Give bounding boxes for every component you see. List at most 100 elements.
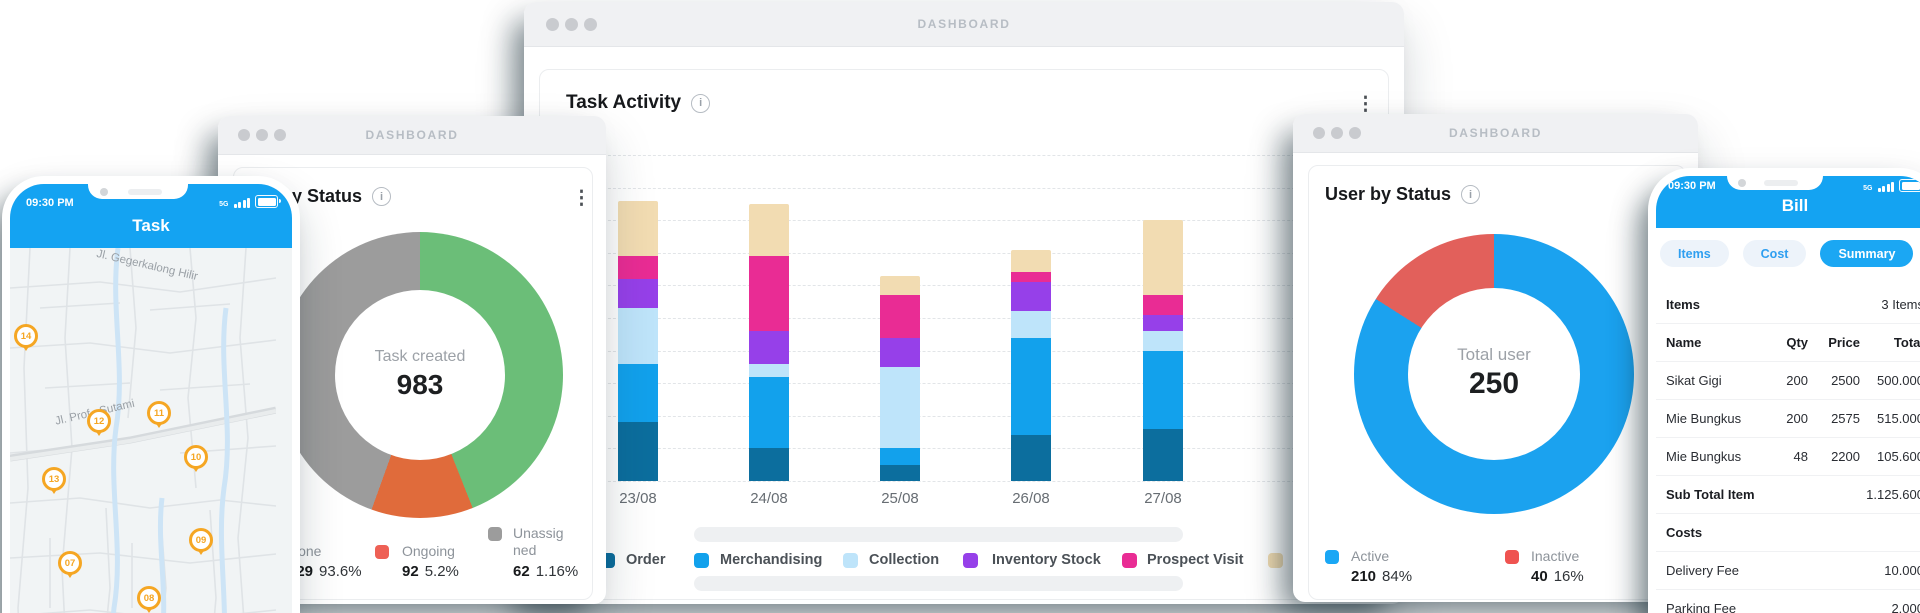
- kebab-menu-icon[interactable]: ⋮: [1356, 94, 1375, 115]
- chart-gridline: [558, 383, 1380, 385]
- legend-label[interactable]: Prospect Visit: [1147, 552, 1244, 568]
- x-axis-label: 26/08: [1012, 490, 1050, 507]
- bar-segment-order: [880, 464, 920, 481]
- fee-value: 10.000: [1884, 563, 1920, 578]
- chart-gridline: [558, 350, 1380, 352]
- fee-label: Parking Fee: [1666, 601, 1737, 613]
- item-row: Mie Bungkus 48 2200 105.600: [1656, 438, 1920, 476]
- bar-segment-other: [618, 200, 658, 257]
- battery-icon: [255, 195, 281, 208]
- bar-segment-other: [880, 275, 920, 296]
- info-icon[interactable]: i: [691, 93, 711, 113]
- map-marker-13[interactable]: 13: [42, 467, 66, 494]
- fee-value: 2.000: [1891, 601, 1920, 613]
- chart-gridline: [558, 252, 1380, 254]
- speaker-icon: [1764, 180, 1798, 186]
- map-marker-09[interactable]: 09: [189, 528, 213, 555]
- camera-icon: [100, 188, 108, 196]
- bar-segment-collection: [1143, 331, 1183, 351]
- col-name: Name: [1666, 335, 1702, 350]
- legend-swatch-prospect-visit: [1122, 553, 1137, 568]
- info-icon[interactable]: i: [1461, 185, 1481, 204]
- map-marker-14[interactable]: 14: [14, 324, 38, 351]
- bar-segment-collection: [618, 308, 658, 364]
- legend-swatch-collection: [843, 553, 858, 568]
- map-marker-10[interactable]: 10: [184, 445, 208, 472]
- legend-label: Active: [1351, 548, 1390, 564]
- legend-swatch-inventory-stock: [963, 553, 978, 568]
- x-axis-label: 25/08: [881, 490, 919, 507]
- card-title: Task Activity: [566, 92, 682, 113]
- subtotal-label: Sub Total Item: [1666, 487, 1755, 502]
- legend-scroll-strip: [694, 527, 1183, 542]
- browser-tab-title: DASHBOARD: [917, 17, 1011, 31]
- window-controls[interactable]: [546, 18, 597, 31]
- legend-swatch-inactive: [1505, 550, 1519, 564]
- tab-summary[interactable]: Summary: [1820, 240, 1914, 267]
- chart-gridline: [558, 448, 1380, 450]
- donut-center-label: Task created: [374, 348, 466, 365]
- legend-value: 62 1.16%: [513, 563, 579, 580]
- item-name: Sikat Gigi: [1666, 373, 1722, 388]
- legend-label: Inactive: [1531, 548, 1580, 564]
- fee-row: Parking Fee 2.000: [1656, 590, 1920, 613]
- item-qty: 48: [1793, 449, 1808, 464]
- legend-label[interactable]: Inventory Stock: [992, 552, 1101, 568]
- app-title: Bill: [1781, 196, 1809, 215]
- subtotal-value: 1.125.600: [1866, 487, 1920, 502]
- battery-icon: [1899, 179, 1920, 192]
- bar-segment-inventory-stock: [749, 331, 789, 364]
- item-price: 2575: [1831, 411, 1860, 426]
- bill-tabs: Items Cost Summary: [1660, 240, 1914, 267]
- status-time: 09:30 PM: [26, 197, 74, 209]
- map-marker-08[interactable]: 08: [137, 586, 161, 613]
- item-price: 2500: [1831, 373, 1860, 388]
- network-type-label: 5G: [1863, 185, 1873, 192]
- legend-scroll-strip: [694, 576, 1183, 591]
- map-marker-12[interactable]: 12: [87, 409, 111, 436]
- items-count: 3 Items: [1881, 297, 1920, 312]
- speaker-icon: [128, 189, 162, 195]
- x-axis-label: 23/08: [619, 490, 657, 507]
- legend-label[interactable]: Order: [626, 552, 666, 568]
- bill-phone-screen: 09:30 PM 5G Bill Items Cost Summary Items …: [1656, 176, 1920, 613]
- fee-label: Delivery Fee: [1666, 563, 1739, 578]
- tab-items[interactable]: Items: [1660, 240, 1729, 267]
- window-controls[interactable]: [1313, 127, 1361, 139]
- legend-swatch-other: [1268, 553, 1283, 568]
- donut-hole: [1408, 288, 1580, 460]
- legend-label[interactable]: Collection: [869, 552, 940, 568]
- window-controls[interactable]: [238, 129, 286, 141]
- bar-segment-prospect-visit: [880, 295, 920, 338]
- bar-segment-other: [749, 203, 789, 257]
- browser-tab-title: DASHBOARD: [1448, 126, 1543, 140]
- bar-segment-merchandising: [1143, 350, 1183, 429]
- legend-label[interactable]: Merchandising: [720, 552, 823, 568]
- bar-segment-inventory-stock: [618, 278, 658, 309]
- x-axis-label: 27/08: [1144, 490, 1182, 507]
- bar-segment-collection: [880, 366, 920, 449]
- bar-segment-order: [749, 448, 789, 481]
- tab-cost[interactable]: Cost: [1742, 240, 1807, 267]
- signal-icon: [233, 198, 250, 208]
- map-marker-07[interactable]: 07: [58, 551, 82, 578]
- fee-row: Delivery Fee 10.000: [1656, 552, 1920, 590]
- costs-label: Costs: [1666, 525, 1703, 540]
- bar-segment-merchandising: [618, 363, 658, 423]
- status-icons: 5G: [1863, 179, 1920, 192]
- kebab-menu-icon[interactable]: ⋮: [572, 188, 591, 209]
- task-activity-card: [539, 69, 1389, 600]
- item-row: Mie Bungkus 200 2575 515.000: [1656, 400, 1920, 438]
- item-total: 500.000: [1877, 373, 1920, 388]
- legend-swatch-unassigned: [488, 527, 502, 541]
- legend-value: 210 84%: [1351, 568, 1413, 585]
- item-row: Sikat Gigi 200 2500 500.000: [1656, 362, 1920, 400]
- info-icon[interactable]: i: [372, 187, 392, 206]
- legend-value: 92 5.2%: [402, 563, 459, 580]
- map-marker-11[interactable]: 11: [147, 401, 171, 428]
- chart-gridline: [558, 318, 1380, 319]
- bar-segment-merchandising: [1011, 337, 1051, 436]
